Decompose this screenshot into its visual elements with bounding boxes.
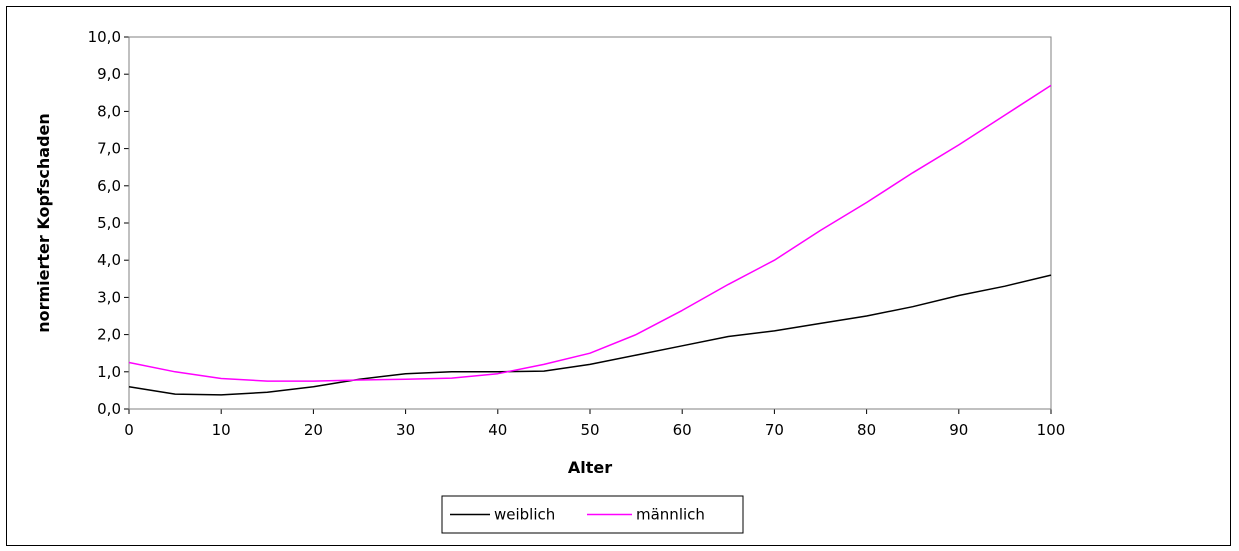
x-tick-label: 60	[673, 421, 692, 439]
x-tick-label: 80	[857, 421, 876, 439]
x-tick-label: 30	[396, 421, 415, 439]
legend-label-weiblich: weiblich	[494, 506, 555, 524]
y-tick-label: 5,0	[97, 214, 121, 232]
legend-label-maennlich: männlich	[636, 506, 705, 524]
legend: weiblich männlich	[441, 495, 744, 534]
series-lines	[128, 84, 1052, 396]
y-tick-label: 0,0	[97, 400, 121, 418]
y-tick-label: 7,0	[97, 140, 121, 158]
x-tick-label: 50	[580, 421, 599, 439]
y-tick-label: 2,0	[97, 326, 121, 344]
y-tick-label: 8,0	[97, 102, 121, 120]
x-tick-label: 10	[212, 421, 231, 439]
x-tick-label: 100	[1037, 421, 1066, 439]
y-axis-title: normierter Kopfschaden	[34, 113, 53, 333]
x-axis-title: Alter	[568, 458, 612, 477]
series-line-maennlich	[128, 84, 1052, 382]
x-tick-label: 0	[124, 421, 134, 439]
x-tick-label: 40	[488, 421, 507, 439]
y-tick-label: 4,0	[97, 251, 121, 269]
y-tick-label: 6,0	[97, 177, 121, 195]
line-chart: 0,0 1,0 2,0 3,0 4,0 5,0 6,0 7,0 8,0 9,0 10,0 0 10 20…	[34, 28, 1065, 534]
chart-area: 0,0 1,0 2,0 3,0 4,0 5,0 6,0 7,0 8,0 9,0 10,0 0 10 20…	[6, 6, 1231, 546]
x-tick-label: 90	[949, 421, 968, 439]
y-tick-label: 3,0	[97, 288, 121, 306]
y-tick-label: 10,0	[88, 28, 121, 46]
y-tick-label: 1,0	[97, 363, 121, 381]
y-tick-label: 9,0	[97, 65, 121, 83]
series-line-weiblich	[128, 274, 1052, 396]
plot-area	[128, 36, 1052, 410]
x-axis-ticks: 0 10 20 30 40 50 60 70 80 90 100	[124, 409, 1065, 439]
x-tick-label: 20	[304, 421, 323, 439]
y-axis-ticks: 0,0 1,0 2,0 3,0 4,0 5,0 6,0 7,0 8,0 9,0 10,0	[88, 28, 129, 418]
x-tick-label: 70	[765, 421, 784, 439]
